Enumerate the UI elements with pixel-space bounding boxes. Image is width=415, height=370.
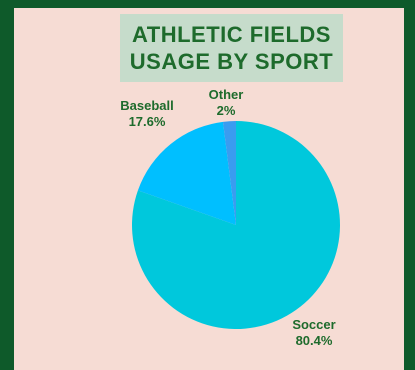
slice-label-other: Other [209,87,244,102]
pie-slice-other [222,121,236,225]
pie-slice-baseball [137,121,236,225]
slice-label-baseball: Baseball [120,98,173,113]
chart-title-line-2: USAGE BY SPORT [129,49,334,74]
slice-value-baseball: 17.6% [129,114,166,129]
slice-label-soccer: Soccer [292,317,335,332]
slice-value-soccer: 80.4% [296,333,333,348]
chart-card: ATHLETIC FIELDS USAGE BY SPORT Soccer 80.… [14,8,404,370]
pie-slice-soccer [132,121,340,330]
chart-title-line-1: ATHLETIC FIELDS [132,22,331,47]
slice-value-other: 2% [217,103,236,118]
chart-title: ATHLETIC FIELDS USAGE BY SPORT [120,14,343,82]
